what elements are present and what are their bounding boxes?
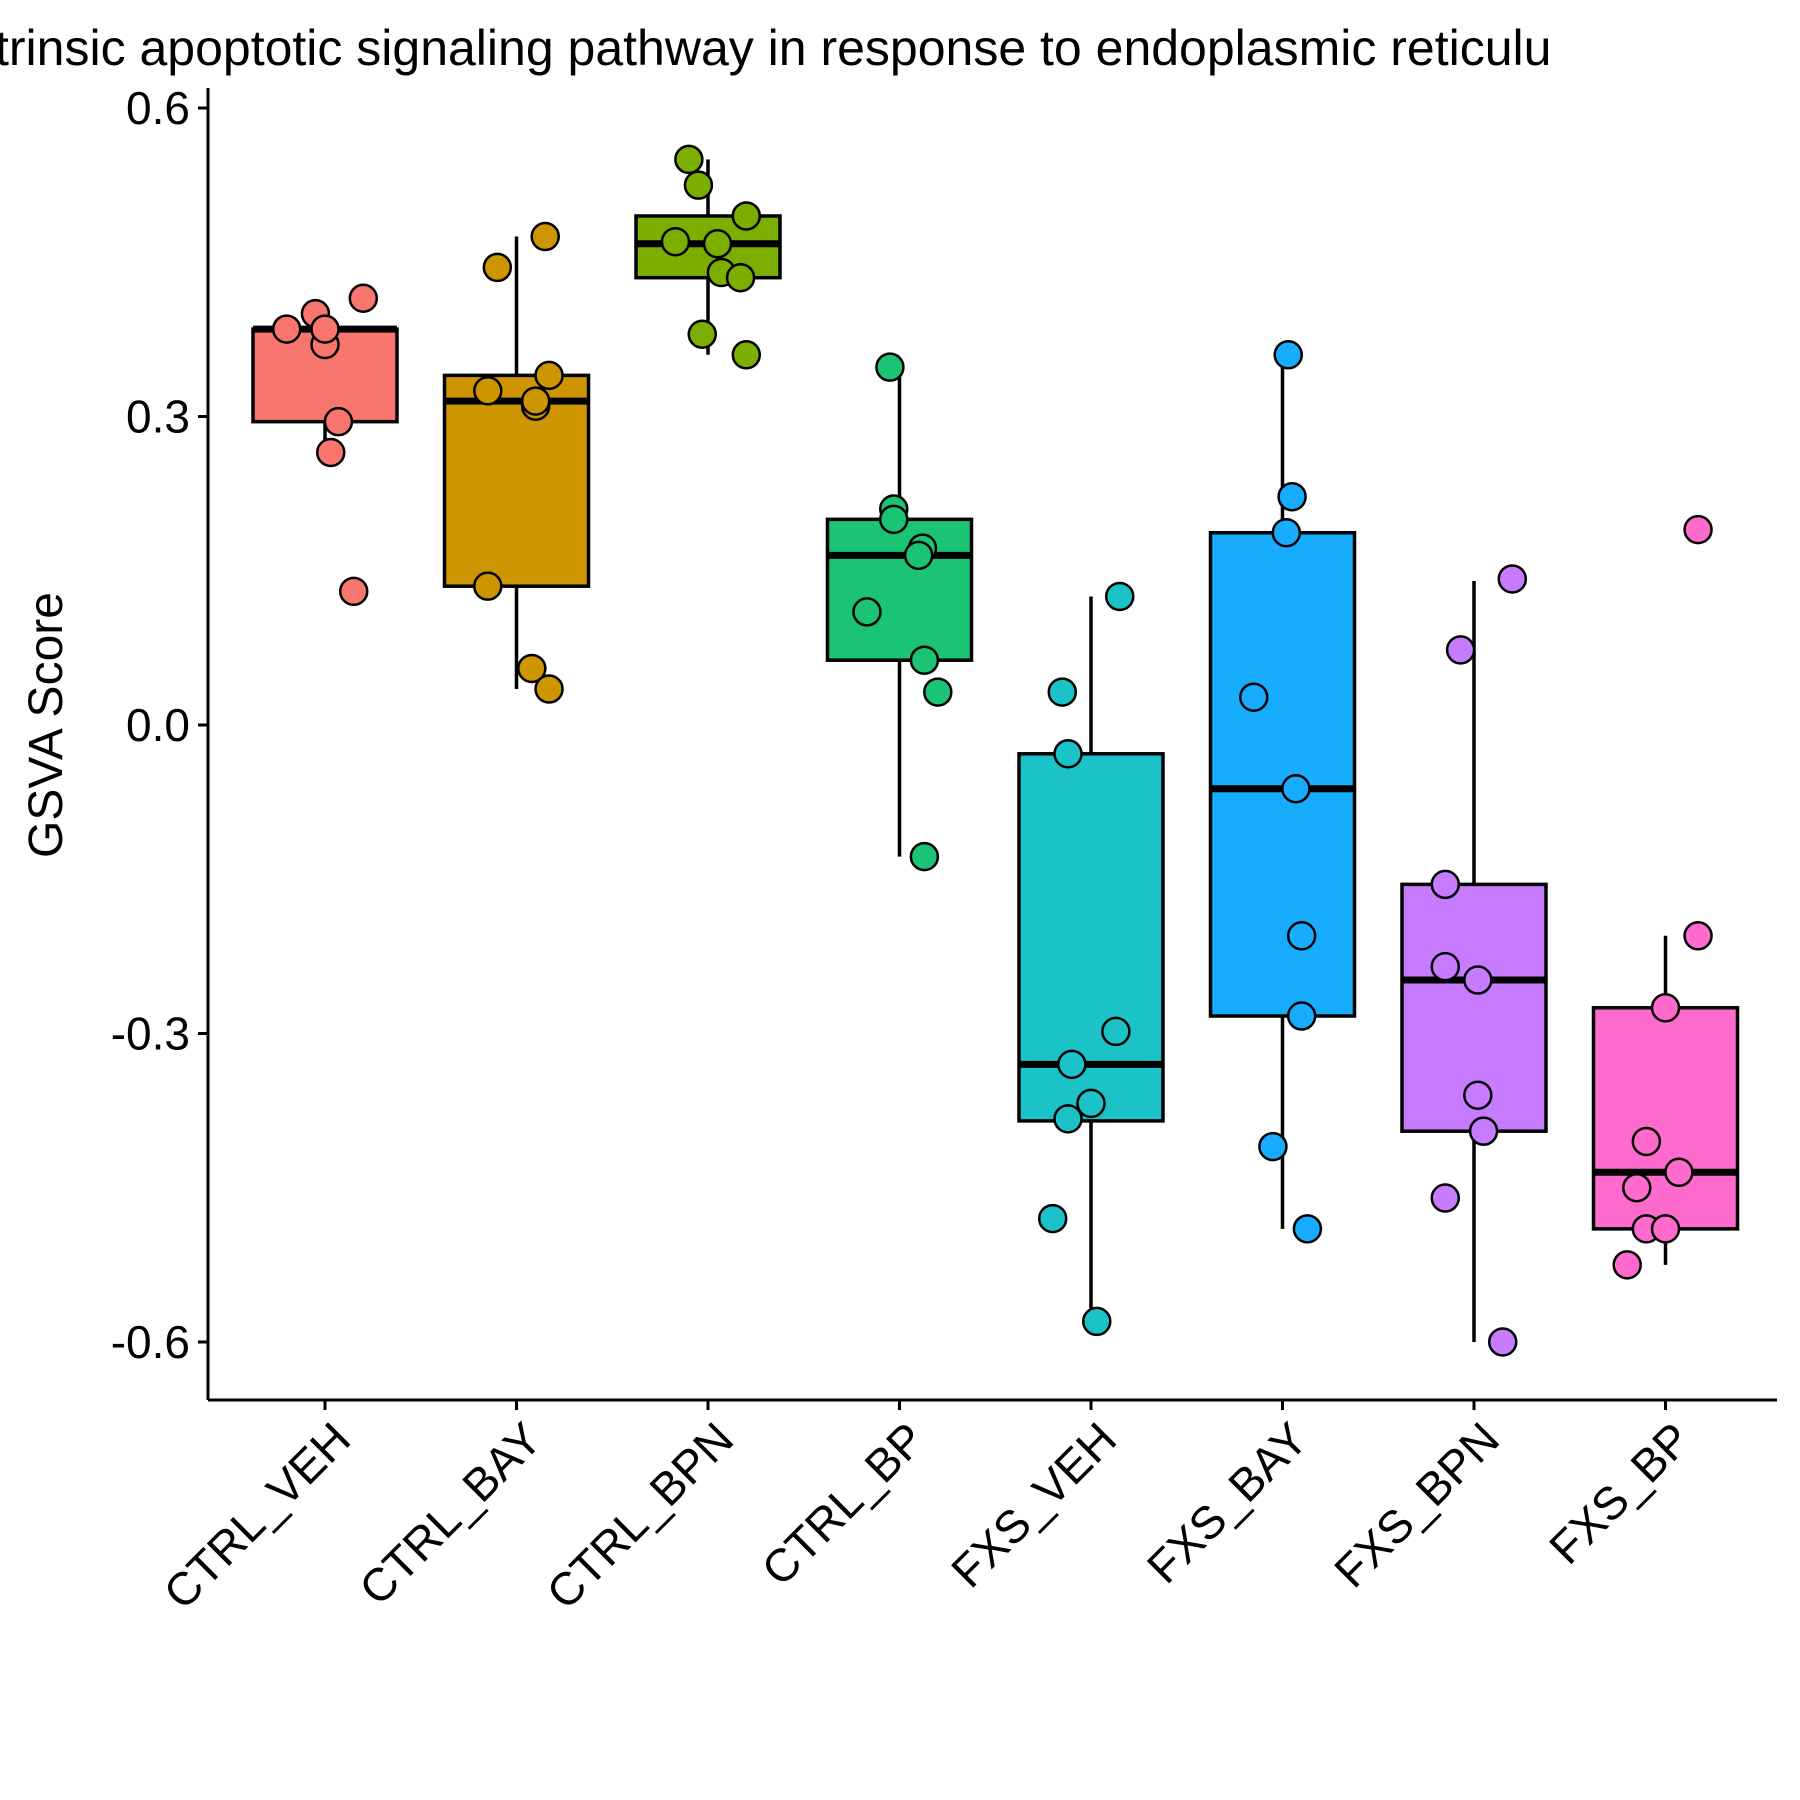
data-point — [1057, 1049, 1087, 1080]
data-point — [1430, 869, 1461, 900]
data-point — [530, 221, 560, 252]
data-point — [687, 319, 718, 349]
data-point — [702, 229, 733, 259]
data-point — [1258, 1131, 1288, 1162]
box-group-ctrl-bp — [825, 352, 974, 872]
x-tick-label: CTRL_BPN — [536, 1412, 743, 1619]
data-point — [315, 437, 346, 468]
data-point — [338, 576, 369, 607]
x-tick-label: CTRL_BP — [751, 1412, 934, 1595]
data-point — [909, 841, 940, 872]
data-point — [1277, 481, 1307, 512]
box-body — [442, 373, 591, 588]
data-point — [1650, 1214, 1681, 1244]
data-point — [1239, 682, 1269, 712]
data-point — [323, 406, 354, 437]
box-body — [825, 517, 974, 662]
data-point — [660, 226, 691, 257]
box-group-ctrl-bay — [442, 221, 591, 704]
data-point — [1271, 517, 1302, 548]
box-body — [1591, 1006, 1740, 1231]
data-point — [903, 540, 934, 571]
box-group-fxs-bpn — [1400, 564, 1548, 1357]
data-point — [271, 314, 302, 344]
data-point — [1430, 951, 1461, 982]
data-point — [1463, 1080, 1493, 1110]
data-point — [1104, 581, 1135, 612]
data-point — [1037, 1203, 1068, 1234]
data-point — [520, 386, 551, 416]
x-tick-label: FXS_BP — [1539, 1412, 1701, 1574]
x-tick-label: FXS_BAY — [1137, 1412, 1318, 1593]
data-point — [1664, 1157, 1694, 1188]
y-tick-label: -0.3 — [111, 1007, 190, 1059]
data-point — [482, 252, 513, 283]
data-point — [1053, 739, 1083, 769]
x-tick-label: CTRL_VEH — [153, 1412, 360, 1619]
data-point — [731, 201, 762, 231]
data-point — [1292, 1214, 1323, 1244]
y-tick-label: 0.0 — [126, 699, 190, 751]
y-tick-label: 0.6 — [126, 82, 190, 134]
data-point — [1497, 564, 1528, 594]
data-point — [1487, 1327, 1518, 1357]
data-point — [1622, 1172, 1652, 1203]
data-point — [310, 314, 340, 344]
data-point — [879, 504, 909, 535]
data-point — [1076, 1088, 1106, 1119]
data-point — [1053, 1104, 1083, 1134]
data-point — [1047, 677, 1078, 707]
data-point — [1683, 514, 1713, 545]
box-group-fxs-veh — [1017, 581, 1165, 1337]
box-group-fxs-bp — [1591, 514, 1740, 1280]
data-point — [1273, 340, 1303, 370]
data-point — [517, 653, 547, 684]
data-point — [875, 352, 905, 382]
data-point — [674, 144, 704, 175]
data-point — [1101, 1016, 1131, 1047]
data-point — [923, 677, 953, 707]
y-axis-title: GSVA Score — [20, 592, 73, 858]
data-point — [725, 262, 756, 293]
x-tick-label: FXS_VEH — [941, 1412, 1126, 1597]
x-tick-label: FXS_BPN — [1324, 1412, 1509, 1597]
x-tick-label: CTRL_BAY — [349, 1412, 551, 1614]
data-point — [1463, 965, 1493, 995]
data-point — [683, 170, 714, 200]
data-point — [909, 645, 940, 675]
data-point — [1650, 993, 1681, 1023]
data-point — [1430, 1183, 1461, 1213]
data-point — [1631, 1126, 1662, 1157]
data-point — [1445, 635, 1476, 665]
data-point — [1286, 1001, 1317, 1031]
chart-title: trinsic apoptotic signaling pathway in r… — [0, 20, 1551, 76]
y-tick-label: -0.6 — [111, 1316, 190, 1368]
data-point — [1081, 1306, 1112, 1337]
box-group-ctrl-bpn — [634, 144, 782, 370]
data-point — [1286, 921, 1317, 951]
data-point — [1468, 1116, 1499, 1146]
box-body — [1017, 752, 1165, 1123]
box-group-fxs-bay — [1208, 340, 1357, 1244]
data-point — [731, 340, 762, 370]
data-point — [1612, 1250, 1642, 1280]
data-point — [1683, 921, 1713, 951]
data-point — [1281, 774, 1311, 804]
data-point — [473, 571, 503, 601]
plot-area — [251, 144, 1740, 1357]
data-point — [852, 597, 882, 627]
data-point — [473, 376, 503, 406]
y-tick-label: 0.3 — [126, 391, 190, 443]
data-point — [348, 283, 379, 314]
box-body — [1208, 530, 1357, 1018]
box-group-ctrl-veh — [251, 283, 399, 607]
data-point — [534, 360, 564, 391]
data-point — [534, 674, 564, 704]
